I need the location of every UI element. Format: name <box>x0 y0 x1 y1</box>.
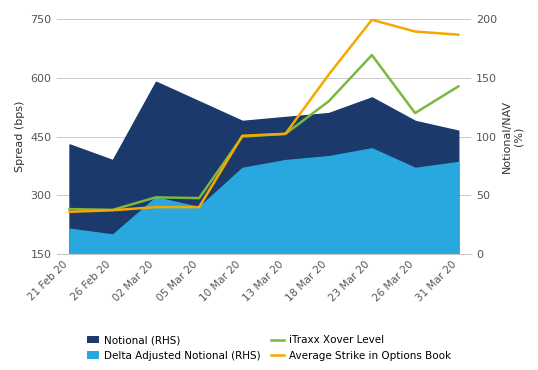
Y-axis label: Notional/NAV
(%): Notional/NAV (%) <box>501 100 523 173</box>
Legend: Notional (RHS), Delta Adjusted Notional (RHS), iTraxx Xover Level, Average Strik: Notional (RHS), Delta Adjusted Notional … <box>82 331 456 365</box>
Y-axis label: Spread (bps): Spread (bps) <box>15 101 25 172</box>
